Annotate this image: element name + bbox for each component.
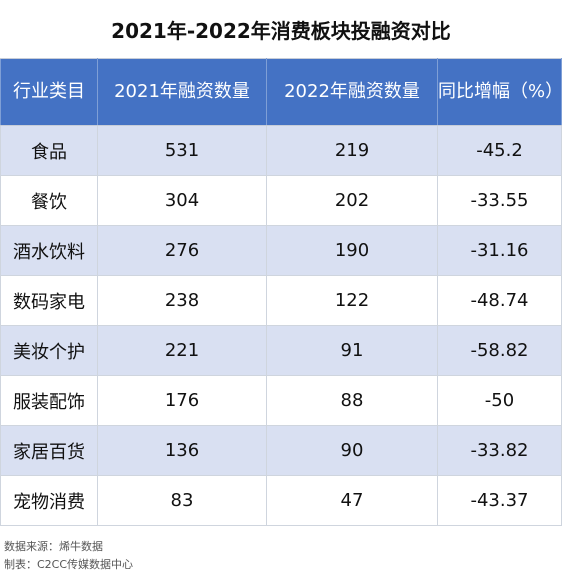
cell-2021-count: 83: [97, 475, 267, 526]
cell-category: 美妆个护: [0, 325, 98, 376]
header-category: 行业类目: [0, 58, 98, 126]
cell-yoy-change: -33.82: [437, 425, 562, 476]
cell-yoy-change: -58.82: [437, 325, 562, 376]
table-row: 酒水饮料 276 190 -31.16: [0, 225, 562, 276]
cell-yoy-change: -48.74: [437, 275, 562, 326]
cell-category: 食品: [0, 125, 98, 176]
cell-yoy-change: -45.2: [437, 125, 562, 176]
cell-2022-count: 190: [266, 225, 438, 276]
cell-category: 数码家电: [0, 275, 98, 326]
cell-category: 餐饮: [0, 175, 98, 226]
cell-2022-count: 202: [266, 175, 438, 226]
table-row: 餐饮 304 202 -33.55: [0, 175, 562, 226]
cell-2022-count: 91: [266, 325, 438, 376]
cell-category: 酒水饮料: [0, 225, 98, 276]
cell-2021-count: 531: [97, 125, 267, 176]
table-row: 服装配饰 176 88 -50: [0, 375, 562, 426]
data-source-note: 数据来源：烯牛数据: [4, 540, 103, 553]
cell-2021-count: 304: [97, 175, 267, 226]
cell-2021-count: 221: [97, 325, 267, 376]
table-header-row: 行业类目 2021年融资数量 2022年融资数量 同比增幅（%）: [0, 58, 562, 126]
cell-2021-count: 276: [97, 225, 267, 276]
cell-category: 家居百货: [0, 425, 98, 476]
cell-2022-count: 90: [266, 425, 438, 476]
table-row: 美妆个护 221 91 -58.82: [0, 325, 562, 376]
header-yoy-change: 同比增幅（%）: [437, 58, 562, 126]
table-row: 食品 531 219 -45.2: [0, 125, 562, 176]
cell-2022-count: 122: [266, 275, 438, 326]
cell-yoy-change: -31.16: [437, 225, 562, 276]
cell-yoy-change: -33.55: [437, 175, 562, 226]
table-maker-note: 制表：C2CC传媒数据中心: [4, 558, 134, 571]
cell-2021-count: 238: [97, 275, 267, 326]
table-row: 数码家电 238 122 -48.74: [0, 275, 562, 326]
header-2021-count: 2021年融资数量: [97, 58, 267, 126]
page-title: 2021年-2022年消费板块投融资对比: [111, 18, 451, 43]
cell-2021-count: 136: [97, 425, 267, 476]
cell-yoy-change: -43.37: [437, 475, 562, 526]
cell-category: 宠物消费: [0, 475, 98, 526]
cell-category: 服装配饰: [0, 375, 98, 426]
table-row: 宠物消费 83 47 -43.37: [0, 475, 562, 526]
cell-2021-count: 176: [97, 375, 267, 426]
cell-yoy-change: -50: [437, 375, 562, 426]
header-2022-count: 2022年融资数量: [266, 58, 438, 126]
table-row: 家居百货 136 90 -33.82: [0, 425, 562, 476]
cell-2022-count: 88: [266, 375, 438, 426]
cell-2022-count: 219: [266, 125, 438, 176]
financing-table: 行业类目 2021年融资数量 2022年融资数量 同比增幅（%） 食品 531 …: [0, 58, 562, 526]
cell-2022-count: 47: [266, 475, 438, 526]
